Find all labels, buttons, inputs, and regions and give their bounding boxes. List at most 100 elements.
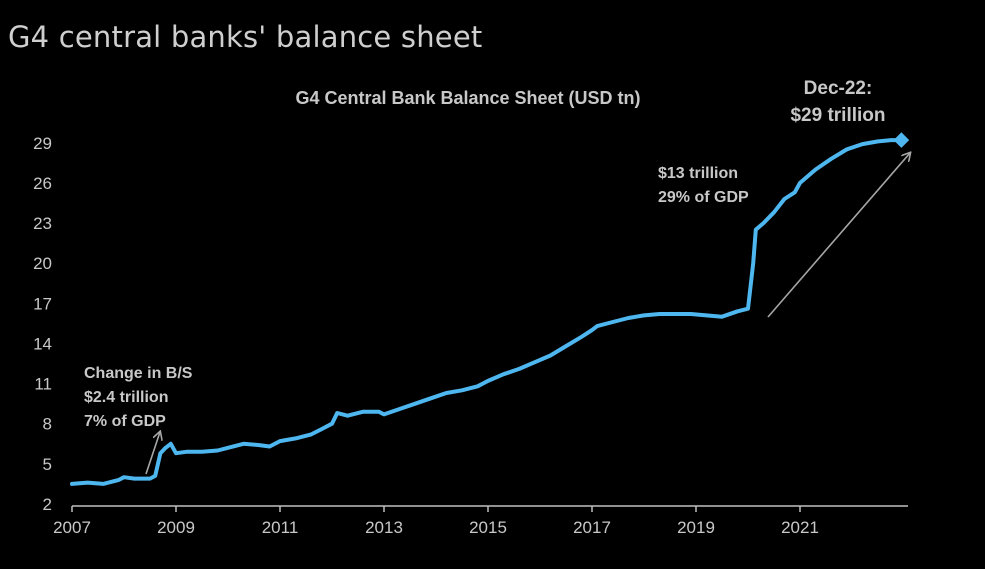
data-point	[70, 482, 74, 486]
y-axis: 2 5 8 11 14 17 20 23 26 29	[33, 134, 52, 514]
data-point	[845, 147, 849, 151]
x-tick-label: 2019	[677, 518, 715, 537]
data-point	[278, 439, 282, 443]
data-point	[294, 436, 298, 440]
data-point	[148, 477, 152, 481]
x-tick-label: 2007	[53, 518, 91, 537]
data-point	[751, 261, 755, 265]
series-points	[70, 138, 904, 486]
data-point	[798, 181, 802, 185]
data-point	[502, 372, 506, 376]
data-point	[876, 139, 880, 143]
data-point	[398, 407, 402, 411]
series-line	[70, 138, 904, 486]
data-point	[860, 142, 865, 146]
data-point	[829, 157, 833, 161]
page-title: G4 central banks' balance sheet	[8, 20, 483, 54]
data-point	[257, 443, 261, 447]
data-point	[889, 138, 893, 142]
data-point	[361, 410, 365, 414]
data-point	[226, 446, 230, 450]
endpoint-annotation-line-1: Dec-22:	[804, 78, 873, 99]
data-point	[548, 353, 553, 358]
data-point	[320, 427, 324, 431]
y-tick-label: 2	[43, 495, 52, 514]
data-point	[533, 360, 537, 364]
data-point	[611, 320, 615, 324]
data-point	[268, 444, 272, 449]
data-point	[736, 309, 740, 313]
covid-arrow	[767, 153, 910, 318]
data-point	[200, 450, 204, 454]
gfc-annotation-line-1: Change in B/S	[84, 365, 193, 382]
data-point	[704, 313, 709, 317]
covid-annotation-line-2: 29% of GDP	[658, 189, 749, 206]
chart-title: G4 Central Bank Balance Sheet (USD tn)	[295, 88, 640, 108]
data-point	[564, 344, 568, 348]
data-point	[86, 481, 90, 485]
data-point	[590, 328, 594, 332]
data-point	[346, 414, 350, 418]
data-point	[782, 197, 787, 201]
data-point	[642, 313, 646, 317]
x-tick-label: 2021	[781, 518, 819, 537]
x-tick-label: 2015	[469, 518, 507, 537]
x-tick-label: 2009	[157, 518, 195, 537]
data-point	[184, 450, 188, 454]
y-tick-label: 11	[34, 375, 52, 394]
data-point	[429, 396, 433, 400]
data-point	[132, 477, 136, 481]
data-point	[382, 412, 386, 416]
data-point	[122, 475, 126, 479]
data-point	[153, 474, 157, 478]
y-tick-label: 29	[33, 134, 52, 153]
data-point	[595, 324, 599, 328]
gfc-annotation: Change in B/S $2.4 trillion 7% of GDP	[84, 365, 193, 475]
data-point	[762, 221, 766, 225]
data-point	[309, 432, 313, 436]
data-point	[673, 312, 677, 316]
data-point	[814, 167, 818, 172]
y-tick-label: 20	[33, 254, 52, 273]
covid-annotation-line-1: $13 trillion	[658, 165, 738, 182]
data-point	[158, 451, 162, 455]
data-point	[720, 315, 724, 319]
data-point	[101, 482, 105, 486]
y-tick-label: 5	[43, 455, 52, 474]
data-point	[486, 379, 490, 383]
data-point	[754, 228, 758, 232]
x-tick-label: 2017	[573, 518, 611, 537]
data-point	[444, 391, 448, 395]
data-point	[169, 442, 173, 446]
data-point	[689, 312, 693, 316]
y-tick-label: 8	[43, 415, 52, 434]
data-point	[242, 442, 246, 446]
data-point	[626, 316, 631, 320]
covid-annotation: $13 trillion 29% of GDP	[658, 153, 910, 318]
gfc-annotation-line-2: $2.4 trillion	[84, 389, 168, 406]
data-point	[746, 307, 750, 311]
data-point	[476, 384, 480, 388]
x-tick-label: 2013	[365, 518, 403, 537]
y-tick-label: 17	[33, 294, 52, 313]
data-point	[413, 402, 417, 406]
data-point	[658, 312, 662, 316]
data-point	[330, 422, 334, 426]
data-point	[117, 478, 121, 482]
data-point	[460, 388, 464, 392]
endpoint-annotation-line-2: $29 trillion	[790, 105, 885, 126]
y-tick-label: 23	[33, 214, 52, 233]
x-tick-label: 2011	[262, 518, 299, 537]
endpoint-marker	[893, 132, 910, 148]
data-point	[335, 411, 339, 415]
gfc-arrow	[145, 432, 160, 475]
data-point	[164, 446, 168, 450]
data-point	[377, 410, 381, 414]
y-tick-label: 14	[33, 334, 52, 353]
y-tick-label: 26	[33, 174, 52, 193]
data-point	[793, 190, 797, 194]
gfc-annotation-line-3: 7% of GDP	[84, 413, 166, 430]
x-axis: 2007 2009 2011 2013 2015 2017 2019 2021	[53, 505, 908, 537]
data-point	[517, 367, 521, 371]
